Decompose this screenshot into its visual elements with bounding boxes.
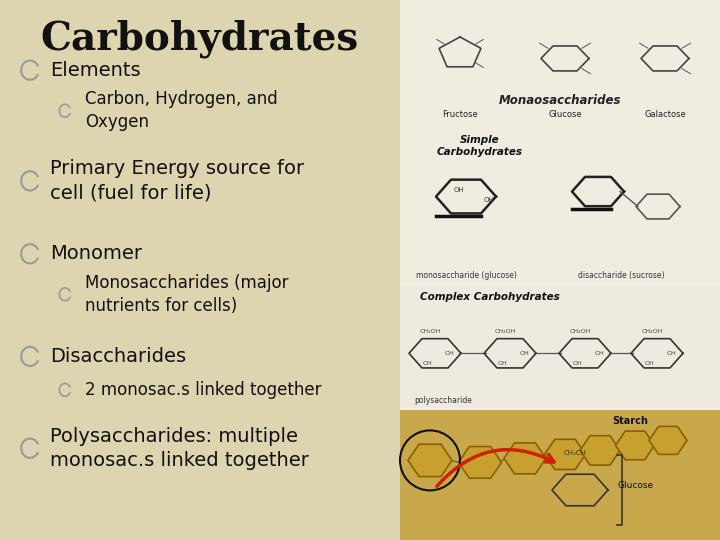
Text: OH: OH xyxy=(445,352,455,356)
Text: monosaccharide (glucose): monosaccharide (glucose) xyxy=(416,271,517,280)
Text: Carbon, Hydrogen, and
Oxygen: Carbon, Hydrogen, and Oxygen xyxy=(85,90,278,131)
FancyArrowPatch shape xyxy=(437,450,554,487)
Text: Primary Energy source for
cell (fuel for life): Primary Energy source for cell (fuel for… xyxy=(50,159,304,202)
Text: CH₂OH: CH₂OH xyxy=(495,329,516,334)
Text: Monomer: Monomer xyxy=(50,244,142,264)
Text: OH: OH xyxy=(667,352,677,356)
Text: Monosaccharides (major
nutrients for cells): Monosaccharides (major nutrients for cel… xyxy=(85,274,289,315)
Text: Elements: Elements xyxy=(50,60,140,80)
Text: Galactose: Galactose xyxy=(644,110,686,119)
Text: Glucose: Glucose xyxy=(618,481,654,489)
Polygon shape xyxy=(408,444,452,477)
Text: polysaccharide: polysaccharide xyxy=(415,396,472,406)
Text: Disaccharides: Disaccharides xyxy=(50,347,186,366)
Polygon shape xyxy=(544,440,585,469)
Text: Polysaccharides: multiple
monosac.s linked together: Polysaccharides: multiple monosac.s link… xyxy=(50,427,309,470)
Polygon shape xyxy=(649,427,687,454)
Bar xyxy=(400,410,720,540)
Text: Monaosaccharides: Monaosaccharides xyxy=(498,94,621,107)
Text: CH₂OH: CH₂OH xyxy=(419,329,441,334)
Polygon shape xyxy=(459,447,502,478)
Text: OH: OH xyxy=(498,361,508,366)
Text: Starch: Starch xyxy=(612,416,648,427)
Text: OH: OH xyxy=(423,361,433,366)
Text: CH₂OH: CH₂OH xyxy=(642,329,662,334)
Text: Glucose: Glucose xyxy=(548,110,582,119)
Text: disaccharide (sucrose): disaccharide (sucrose) xyxy=(578,271,665,280)
Bar xyxy=(400,286,720,410)
Text: Carbohydrates: Carbohydrates xyxy=(41,20,359,58)
Text: CH₂CH: CH₂CH xyxy=(564,450,586,456)
Text: OH: OH xyxy=(573,361,582,366)
Polygon shape xyxy=(616,431,654,460)
Text: CH₂OH: CH₂OH xyxy=(570,329,590,334)
Text: Complex Carbohydrates: Complex Carbohydrates xyxy=(420,292,559,302)
Text: Simple
Carbohydrates: Simple Carbohydrates xyxy=(436,135,523,157)
Text: OH: OH xyxy=(645,361,654,366)
Bar xyxy=(400,0,720,127)
Polygon shape xyxy=(580,436,620,465)
Text: OH: OH xyxy=(520,352,530,356)
Bar xyxy=(400,127,720,286)
Text: OH: OH xyxy=(484,197,495,202)
Text: Fructose: Fructose xyxy=(442,110,478,119)
Text: OH: OH xyxy=(454,186,464,193)
Polygon shape xyxy=(504,443,546,474)
Text: 2 monosac.s linked together: 2 monosac.s linked together xyxy=(85,381,322,399)
Text: OH: OH xyxy=(595,352,605,356)
Bar xyxy=(0,0,400,540)
